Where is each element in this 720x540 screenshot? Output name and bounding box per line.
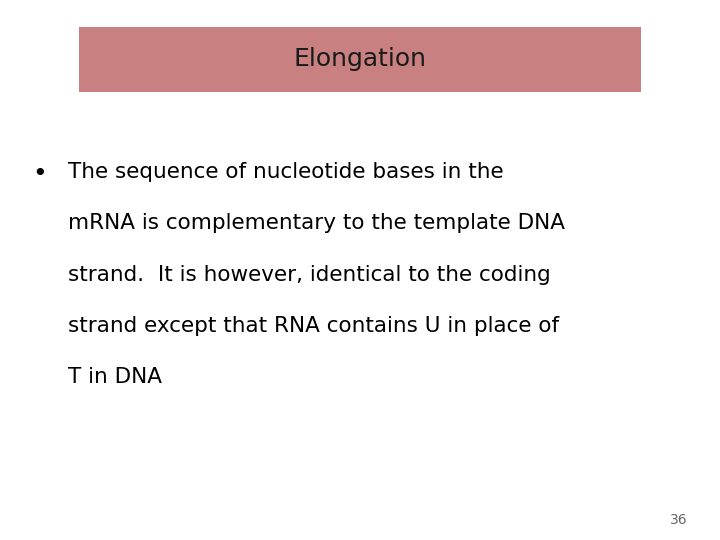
Text: Elongation: Elongation — [294, 48, 426, 71]
Text: The sequence of nucleotide bases in the: The sequence of nucleotide bases in the — [68, 162, 504, 182]
Text: mRNA is complementary to the template DNA: mRNA is complementary to the template DN… — [68, 213, 565, 233]
Text: T in DNA: T in DNA — [68, 367, 163, 387]
Text: strand.  It is however, identical to the coding: strand. It is however, identical to the … — [68, 265, 551, 285]
Text: strand except that RNA contains U in place of: strand except that RNA contains U in pla… — [68, 316, 559, 336]
Text: •: • — [32, 162, 47, 186]
Text: 36: 36 — [670, 512, 688, 526]
FancyBboxPatch shape — [79, 27, 641, 92]
